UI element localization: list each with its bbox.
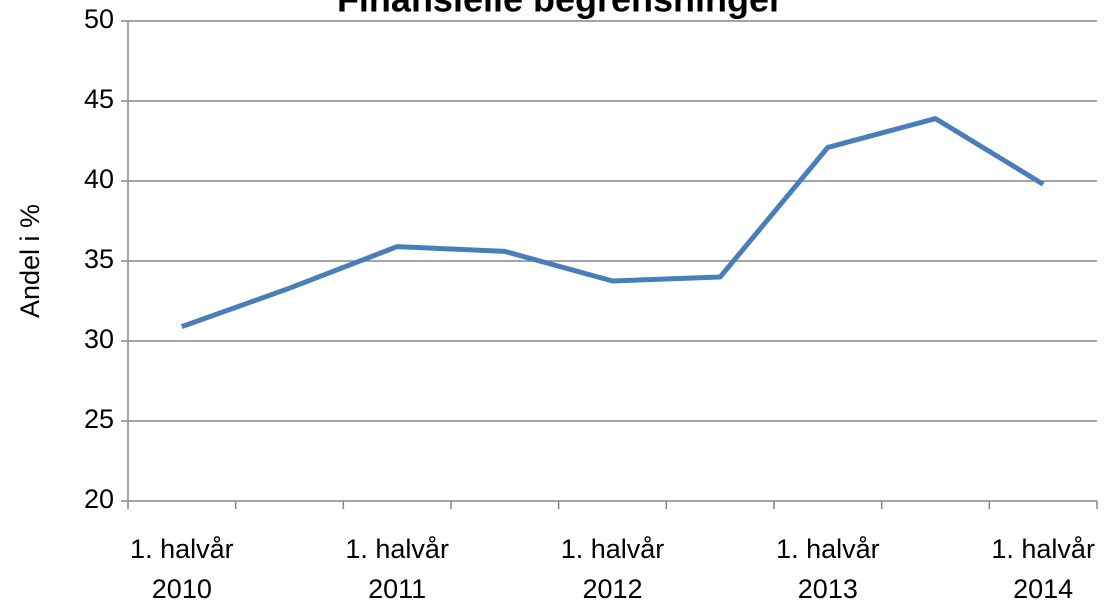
y-tick-label: 40 bbox=[84, 164, 114, 194]
y-tick-label: 45 bbox=[84, 84, 114, 114]
x-tick-label: 1. halvår 2012 bbox=[561, 534, 665, 604]
y-axis-label: Andel i % bbox=[15, 204, 45, 318]
y-tick-label: 50 bbox=[84, 4, 114, 34]
y-tick-label: 25 bbox=[84, 404, 114, 434]
y-tick-label: 35 bbox=[84, 244, 114, 274]
data-line bbox=[180, 116, 1045, 329]
y-tick-label: 30 bbox=[84, 324, 114, 354]
x-tick-label: 1. halvår 2011 bbox=[345, 534, 449, 604]
chart-title: Finansielle begrensninger bbox=[337, 0, 783, 20]
x-tick-label: 1. halvår 2013 bbox=[776, 534, 880, 604]
x-tick-label: 1. halvår 2014 bbox=[991, 534, 1095, 604]
x-tick-label: 1. halvår 2010 bbox=[130, 534, 234, 604]
y-tick-label: 20 bbox=[84, 484, 114, 514]
